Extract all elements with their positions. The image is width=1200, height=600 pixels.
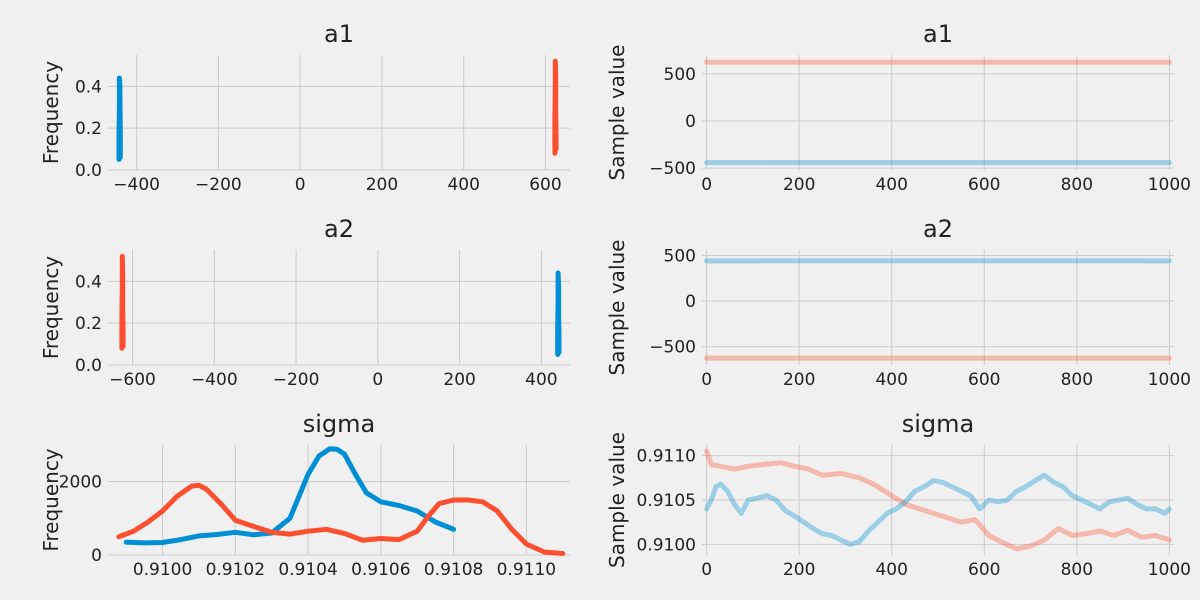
sigma-trace-series-0 (704, 448, 1172, 552)
a1-density-xtick-label-2: 0 (295, 175, 306, 195)
a2-trace-ytick-label-2: 500 (664, 246, 696, 266)
sigma-trace-xtick-label-5: 1000 (1148, 560, 1191, 580)
a2-trace-ytick-label-0: −500 (649, 338, 696, 358)
a2-density-ytick-label-2: 0.4 (75, 272, 102, 292)
a1-trace-xtick-label-0: 0 (701, 175, 712, 195)
a1-trace-xtick-label-2: 400 (875, 175, 907, 195)
a2-trace-xtick-label-4: 800 (1061, 370, 1093, 390)
sigma-density-xtick-label-1: 0.9102 (206, 560, 265, 580)
a1-density-series-1 (552, 58, 559, 156)
sigma-density-series-1 (116, 482, 566, 556)
a1-density-title: a1 (324, 20, 354, 48)
a2-density-xtick-label-1: −400 (191, 370, 238, 390)
sigma-density-ytick-label-1: 2000 (59, 473, 102, 493)
sigma-density-xtick-label-2: 0.9104 (278, 560, 337, 580)
a2-density-xtick-label-4: 200 (443, 370, 475, 390)
sigma-trace-panel: 0 200 400 600 800 1000 0.9100 0.9105 0.9110 sigma… (605, 410, 1191, 580)
sigma-trace-xtick-label-3: 600 (968, 560, 1000, 580)
a1-density-panel: −400 −200 0 200 400 600 0.0 0.2 0.4 a1 Frequency (39, 20, 570, 195)
a1-density-xtick-label-5: 600 (529, 175, 561, 195)
a1-density-ytick-label-1: 0.2 (75, 119, 102, 139)
sigma-density-title: sigma (303, 410, 376, 438)
sigma-trace-xtick-label-1: 200 (783, 560, 815, 580)
a1-density-series-0 (116, 75, 123, 162)
a2-trace-xtick-label-2: 400 (875, 370, 907, 390)
a2-density-xtick-label-5: 400 (525, 370, 557, 390)
a2-density-series-1 (555, 270, 562, 357)
sigma-density-series-0 (123, 446, 457, 546)
a1-trace-ytick-label-0: −500 (649, 159, 696, 179)
sigma-trace-ytick-label-2: 0.9110 (637, 447, 696, 467)
a2-trace-title: a2 (923, 215, 953, 243)
a1-density-xtick-label-4: 400 (447, 175, 479, 195)
a1-density-ytick-label-0: 0.0 (75, 161, 102, 181)
a1-density-xtick-label-0: −400 (113, 175, 160, 195)
a2-trace-xtick-label-5: 1000 (1148, 370, 1191, 390)
a1-density-ylabel: Frequency (39, 61, 63, 164)
sigma-density-xtick-label-0: 0.9100 (133, 560, 192, 580)
a2-density-title: a2 (324, 215, 354, 243)
a2-density-ylabel: Frequency (39, 256, 63, 359)
a2-trace-xtick-label-1: 200 (783, 370, 815, 390)
a2-density-xtick-label-2: −200 (273, 370, 320, 390)
a2-trace-xtick-label-0: 0 (701, 370, 712, 390)
sigma-density-panel: 0.9100 0.9102 0.9104 0.9106 0.9108 0.9110 0 200… (39, 410, 570, 580)
a2-density-panel: −600 −400 −200 0 200 400 0.0 0.2 0.4 a2 Frequency (39, 215, 570, 390)
a1-density-xtick-label-3: 200 (366, 175, 398, 195)
a2-trace-xtick-label-3: 600 (968, 370, 1000, 390)
a2-trace-ylabel: Sample value (605, 240, 629, 376)
a1-density-ytick-label-2: 0.4 (75, 77, 102, 97)
a2-density-xtick-label-3: 0 (372, 370, 383, 390)
sigma-density-ylabel: Frequency (39, 448, 63, 551)
a1-density-xtick-label-1: −200 (195, 175, 242, 195)
sigma-trace-ylabel: Sample value (605, 432, 629, 568)
sigma-trace-xtick-label-4: 800 (1061, 560, 1093, 580)
sigma-trace-title: sigma (902, 410, 975, 438)
sigma-trace-ytick-label-1: 0.9105 (637, 491, 696, 511)
a1-trace-ytick-label-2: 500 (664, 65, 696, 85)
a1-trace-ylabel: Sample value (605, 45, 629, 181)
sigma-trace-xtick-label-0: 0 (701, 560, 712, 580)
sigma-trace-ytick-label-0: 0.9100 (637, 535, 696, 555)
a1-trace-ytick-label-1: 0 (685, 112, 696, 132)
a2-density-series-0 (119, 253, 126, 351)
sigma-density-ytick-label-0: 0 (91, 546, 102, 566)
sigma-trace-xtick-label-2: 400 (875, 560, 907, 580)
a1-trace-xtick-label-5: 1000 (1148, 175, 1191, 195)
a2-density-xtick-label-0: −600 (109, 370, 156, 390)
sigma-density-xtick-label-3: 0.9106 (351, 560, 410, 580)
a2-density-ytick-label-1: 0.2 (75, 314, 102, 334)
a1-trace-xtick-label-4: 800 (1061, 175, 1093, 195)
a1-trace-xtick-label-1: 200 (783, 175, 815, 195)
a1-trace-xtick-label-3: 600 (968, 175, 1000, 195)
sigma-density-xtick-label-5: 0.9110 (497, 560, 556, 580)
a2-trace-ytick-label-1: 0 (685, 292, 696, 312)
a2-density-ytick-label-0: 0.0 (75, 356, 102, 376)
sigma-trace-series-1 (704, 472, 1172, 547)
a1-trace-title: a1 (923, 20, 953, 48)
sigma-density-xtick-label-4: 0.9108 (424, 560, 483, 580)
